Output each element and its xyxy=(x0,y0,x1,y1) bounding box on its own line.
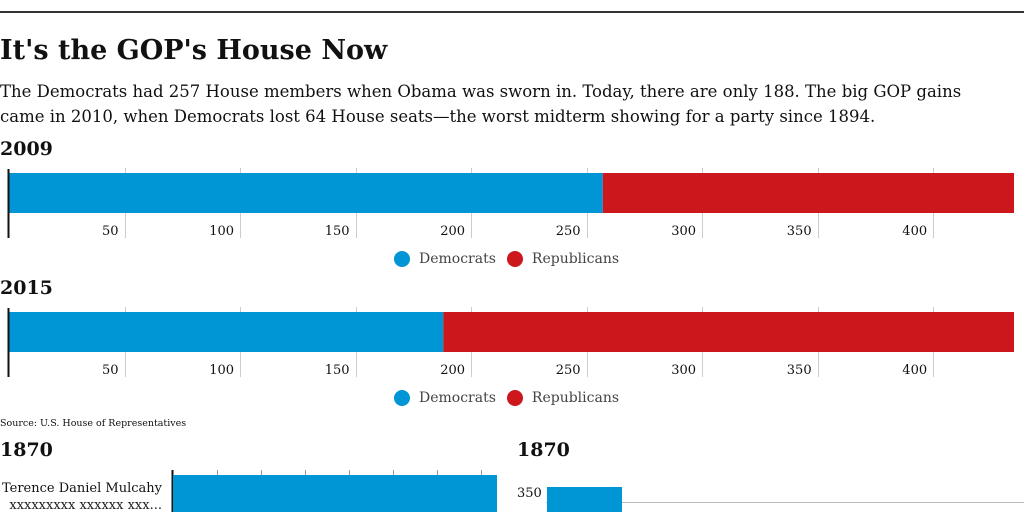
tick-label-250: 250 xyxy=(556,224,581,239)
tick-label-250: 250 xyxy=(556,363,581,378)
tick-label-100: 100 xyxy=(209,224,234,239)
republicans-legend-swatch xyxy=(506,390,523,406)
tick-label-100: 100 xyxy=(209,363,234,378)
lower-left-bar xyxy=(173,475,497,512)
democrats-bar xyxy=(9,173,603,213)
lower-right-tick: 350 xyxy=(517,486,542,501)
democrats-legend-swatch xyxy=(394,390,410,406)
lower-left-chart xyxy=(171,470,497,512)
legend-2015: Democrats Republicans xyxy=(394,390,630,406)
tick-label-50: 50 xyxy=(102,224,119,239)
democrats-legend-label: Democrats xyxy=(419,251,496,267)
tick-label-300: 300 xyxy=(671,363,696,378)
republicans-bar xyxy=(602,173,1014,213)
chart-2015: 50 100 150 200 250 300 350 400 xyxy=(7,307,1014,378)
tick-label-400: 400 xyxy=(902,224,927,239)
tick-label-200: 200 xyxy=(440,363,465,378)
source-note: Source: U.S. House of Representatives xyxy=(0,418,187,429)
page-title: It's the GOP's House Now xyxy=(0,35,388,66)
republicans-legend-label: Republicans xyxy=(531,390,620,406)
tick-label-350: 350 xyxy=(787,363,812,378)
lower-right-bar xyxy=(547,487,622,512)
republicans-legend-label: Republicans xyxy=(531,251,620,267)
republicans-bar xyxy=(443,312,1014,352)
lower-left-year: 1870 xyxy=(0,439,53,461)
tick-label-150: 150 xyxy=(325,224,350,239)
legend-2009: Democrats Republicans xyxy=(394,251,630,267)
top-rule xyxy=(0,11,1024,13)
chart-2009-title: 2009 xyxy=(0,138,53,160)
member-name: Terence Daniel Mulcahy xyxy=(1,481,162,496)
tick-label-50: 50 xyxy=(102,363,119,378)
tick-label-150: 150 xyxy=(325,363,350,378)
democrats-legend-swatch xyxy=(394,251,410,267)
dek-text: The Democrats had 257 House members when… xyxy=(0,82,962,126)
lower-right-chart xyxy=(546,487,1024,512)
member-subtitle: xxxxxxxxx xxxxxx xxx... xyxy=(9,498,162,513)
tick-label-200: 200 xyxy=(440,224,465,239)
chart-2009: 50 100 150 200 250 300 350 400 xyxy=(7,168,1014,239)
chart-2015-title: 2015 xyxy=(0,277,53,299)
lower-right-year: 1870 xyxy=(517,439,570,461)
tick-label-350: 350 xyxy=(787,224,812,239)
democrats-legend-label: Democrats xyxy=(419,390,496,406)
democrats-bar xyxy=(9,312,444,352)
republicans-legend-swatch xyxy=(506,251,523,267)
tick-label-300: 300 xyxy=(671,224,696,239)
tick-label-400: 400 xyxy=(902,363,927,378)
